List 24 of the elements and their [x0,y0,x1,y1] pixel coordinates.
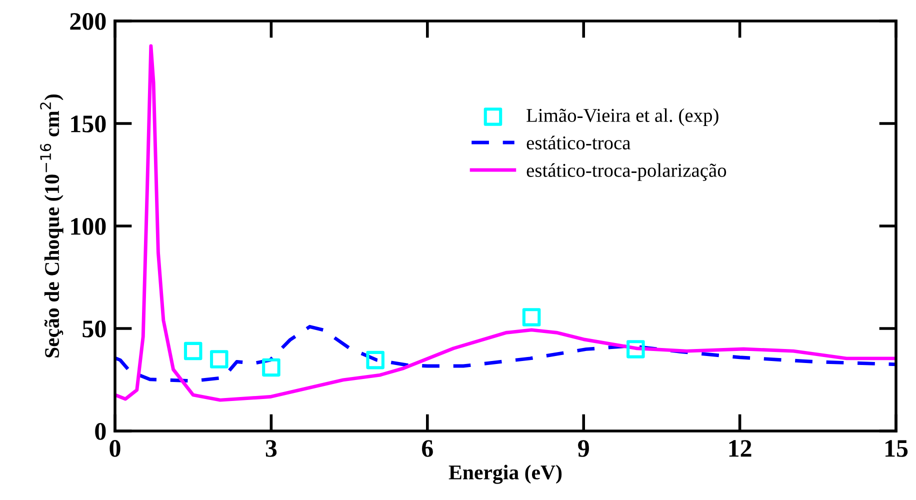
y-tick-label: 150 [71,116,106,132]
x-tick-label: 15 [886,440,908,457]
y-tick-label: 100 [71,218,106,235]
x-tick-label: 12 [729,440,752,457]
y-tick-label: 50 [82,320,106,338]
legend-label: Limão-Vieira et al. (exp) [526,108,718,126]
point [210,350,228,368]
line-series [115,44,896,402]
point [522,308,541,326]
line-series [115,324,896,383]
y-tick-label: 200 [70,13,106,30]
point [366,350,384,370]
y-axis-title: Seção de Choque (10$^{−16}$ cm$^{2}$) [40,94,64,358]
x-tick-label: 9 [578,440,589,457]
x-tick-label: 0 [110,440,120,457]
point [262,358,280,377]
x-tick-label: 3 [266,440,277,457]
legend-label: estático-troca [526,136,630,150]
point [626,340,645,358]
legend-label: estático-troca-polarização [526,163,726,181]
x-tick-label: 6 [422,440,433,457]
point [184,342,202,360]
y-tick-label: 0 [95,423,106,440]
x-axis-title: Energia (eV) [448,464,562,484]
